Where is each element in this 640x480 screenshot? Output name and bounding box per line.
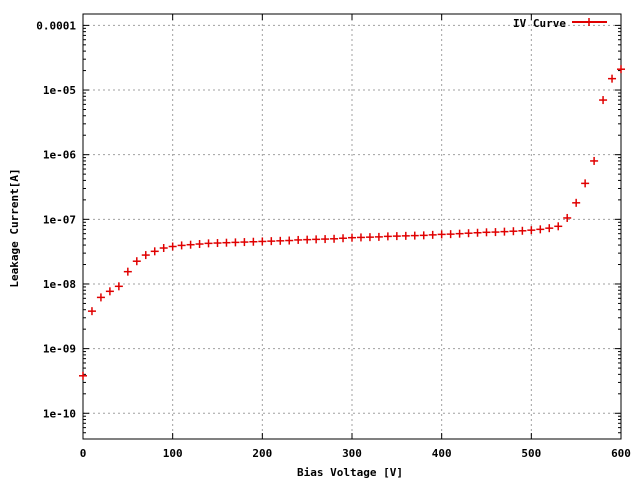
- data-point: [527, 226, 536, 235]
- data-point: [195, 240, 204, 249]
- data-point: [482, 228, 491, 237]
- data-point: [213, 239, 222, 248]
- x-tick-label: 500: [521, 447, 541, 460]
- data-point: [87, 307, 96, 316]
- data-point: [312, 235, 321, 244]
- data-point: [401, 231, 410, 240]
- data-point: [464, 229, 473, 238]
- data-point: [249, 237, 258, 246]
- data-point: [348, 233, 356, 242]
- data-point: [240, 238, 249, 247]
- data-point: [321, 235, 330, 244]
- y-tick-labels: 1e-10 1e-09 1e-08 1e-07 1e-06 1e-05 0.0001: [36, 19, 76, 420]
- data-point: [186, 240, 195, 249]
- data-point: [590, 156, 599, 165]
- data-point: [177, 241, 186, 250]
- data-point: [491, 228, 500, 237]
- data-point: [285, 236, 294, 245]
- y-tick-label: 1e-06: [43, 149, 76, 162]
- x-tick-label: 400: [432, 447, 452, 460]
- data-point: [428, 230, 437, 239]
- y-axis-label: Leakage Current[A]: [8, 168, 21, 287]
- y-tick-label: 1e-07: [43, 213, 76, 226]
- data-point: [231, 238, 240, 247]
- plot-frame: [82, 13, 622, 440]
- data-point: [392, 232, 401, 241]
- data-point: [330, 234, 339, 243]
- data-point: [258, 237, 267, 246]
- data-point: [455, 229, 464, 238]
- data-point: [473, 228, 482, 237]
- x-axis-label: Bias Voltage [V]: [297, 466, 403, 479]
- data-point: [159, 244, 168, 253]
- data-point: [365, 233, 374, 242]
- data-point: [150, 247, 159, 256]
- grid: [83, 14, 621, 439]
- x-tick-label: 200: [252, 447, 272, 460]
- data-point: [168, 242, 177, 251]
- data-point: [339, 234, 348, 243]
- data-point: [141, 251, 150, 260]
- data-point: [599, 96, 608, 105]
- data-point: [79, 371, 87, 380]
- data-point: [132, 257, 141, 266]
- data-points: [79, 65, 625, 380]
- y-tick-label: 0.0001: [36, 19, 76, 32]
- data-point: [374, 232, 383, 241]
- x-tick-labels: 0 100 200 300 400 500 600: [80, 447, 631, 460]
- data-point: [437, 230, 446, 239]
- data-point: [356, 233, 365, 242]
- data-point: [419, 231, 428, 240]
- data-point: [303, 235, 312, 244]
- data-point: [222, 238, 231, 247]
- data-point: [410, 231, 419, 240]
- y-tick-label: 1e-09: [43, 343, 76, 356]
- legend: IV Curve: [513, 17, 607, 30]
- data-point: [509, 227, 518, 236]
- data-point: [563, 213, 572, 222]
- legend-label: IV Curve: [513, 17, 566, 30]
- data-point: [114, 282, 123, 291]
- data-point: [446, 230, 455, 239]
- data-point: [123, 267, 132, 276]
- data-point: [96, 293, 105, 302]
- x-tick-label: 600: [611, 447, 631, 460]
- data-point: [572, 198, 581, 207]
- data-point: [536, 225, 545, 234]
- data-point: [581, 179, 590, 188]
- y-tick-label: 1e-05: [43, 84, 76, 97]
- data-point: [204, 239, 213, 248]
- data-point: [554, 222, 563, 231]
- x-tick-label: 300: [342, 447, 362, 460]
- data-point: [276, 236, 285, 245]
- y-tick-label: 1e-10: [43, 407, 76, 420]
- data-point: [294, 235, 303, 244]
- data-point: [518, 226, 527, 235]
- data-point: [105, 287, 114, 296]
- x-tick-label: 0: [80, 447, 87, 460]
- data-point: [608, 74, 617, 83]
- y-tick-label: 1e-08: [43, 278, 76, 291]
- data-point: [267, 237, 276, 246]
- data-point: [617, 65, 625, 74]
- x-tick-label: 100: [163, 447, 183, 460]
- data-point: [383, 232, 392, 241]
- data-point: [500, 227, 509, 236]
- data-point: [545, 224, 554, 233]
